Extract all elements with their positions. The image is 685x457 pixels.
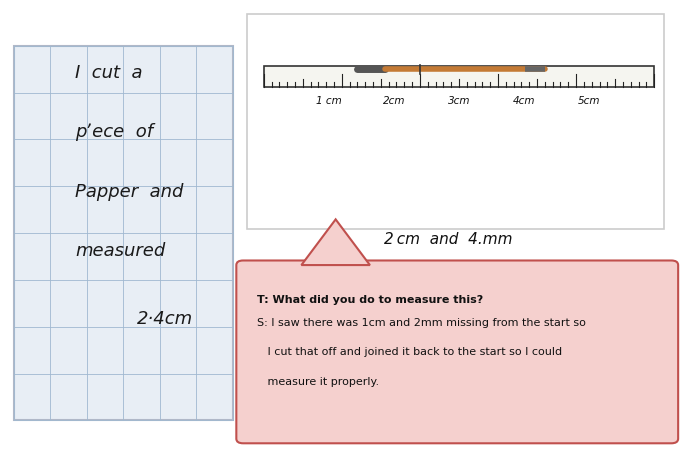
Text: 3cm: 3cm [448,96,470,106]
Text: pʼece  of: pʼece of [75,123,153,141]
Text: measured: measured [75,242,166,260]
FancyBboxPatch shape [247,14,664,228]
Text: Papper  and: Papper and [75,182,184,201]
FancyBboxPatch shape [236,260,678,443]
Text: 1 cm: 1 cm [316,96,342,106]
Text: S: I saw there was 1cm and 2mm missing from the start so: S: I saw there was 1cm and 2mm missing f… [257,318,586,328]
Polygon shape [301,219,370,265]
Text: 2 cm  and  4.mm: 2 cm and 4.mm [384,233,513,247]
FancyBboxPatch shape [14,46,233,420]
Text: measure it properly.: measure it properly. [257,377,379,387]
Text: 2cm: 2cm [383,96,405,106]
FancyBboxPatch shape [264,66,654,87]
Text: T: What did you do to measure this?: T: What did you do to measure this? [257,295,483,305]
Text: I cut that off and joined it back to the start so I could: I cut that off and joined it back to the… [257,347,562,357]
Text: 4cm: 4cm [513,96,535,106]
Text: I  cut  a: I cut a [75,64,143,82]
Text: 2·4cm: 2·4cm [137,310,193,329]
Text: 5cm: 5cm [578,96,600,106]
